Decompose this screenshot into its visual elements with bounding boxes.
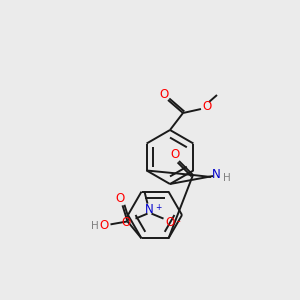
Text: O: O	[116, 192, 125, 205]
Text: N: N	[212, 169, 220, 182]
Text: O: O	[165, 216, 174, 229]
Text: H: H	[91, 221, 98, 231]
Text: H: H	[223, 173, 231, 183]
Text: O: O	[202, 100, 211, 112]
Text: +: +	[155, 203, 162, 212]
Text: -: -	[177, 216, 180, 226]
Text: N: N	[145, 203, 154, 216]
Text: O: O	[100, 219, 109, 232]
Text: O: O	[159, 88, 169, 100]
Text: O: O	[122, 216, 131, 229]
Text: O: O	[170, 148, 180, 161]
